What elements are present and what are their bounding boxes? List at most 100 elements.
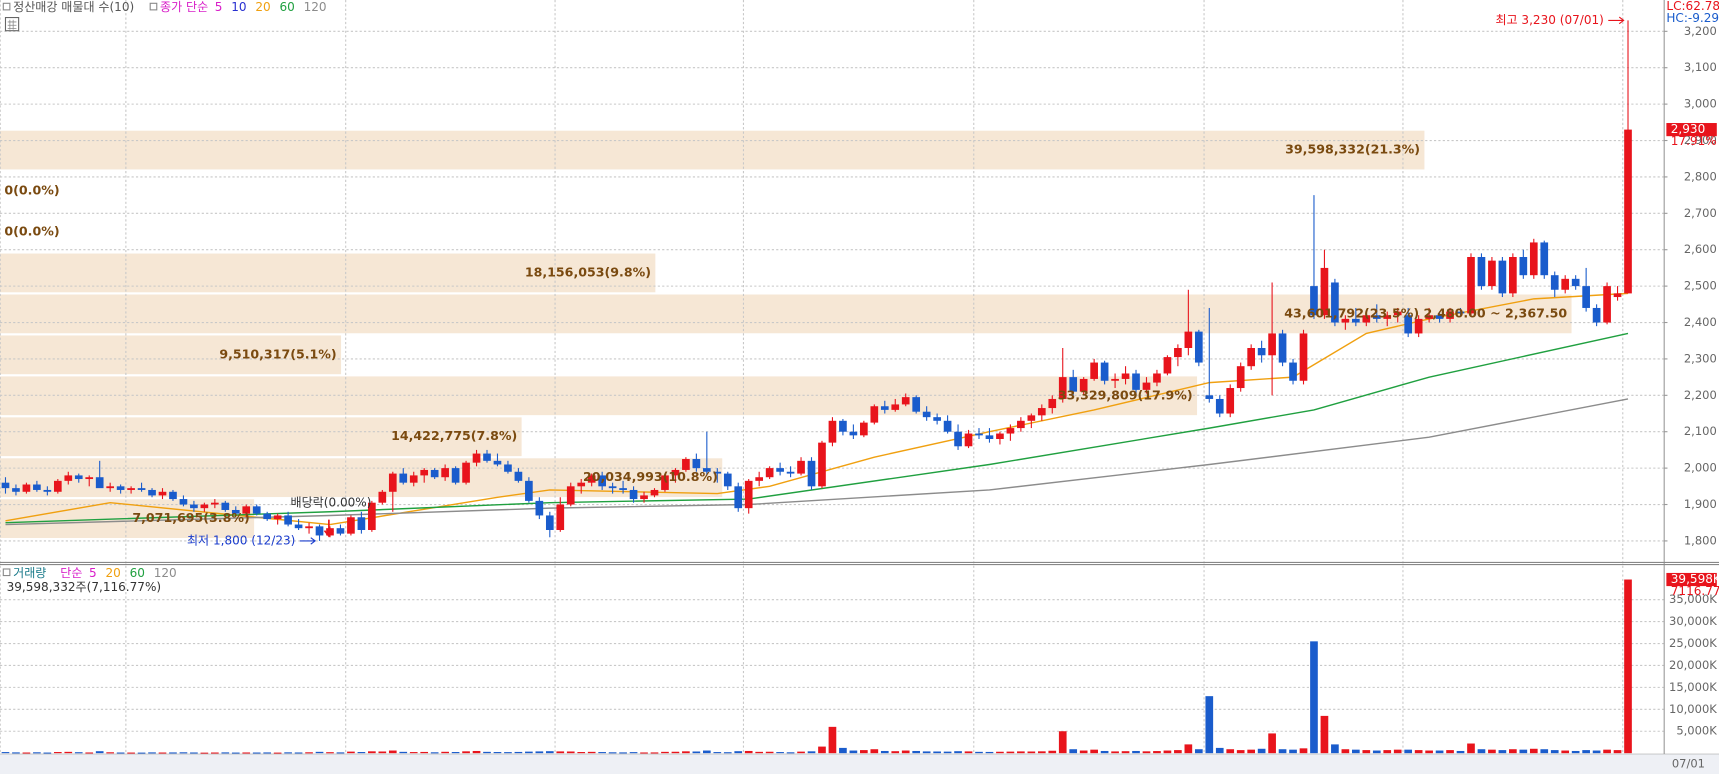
volume-bar xyxy=(1341,749,1350,754)
volume-ma-legend: 60 xyxy=(130,566,145,580)
candle-body xyxy=(922,411,931,418)
volume-bar xyxy=(273,752,282,754)
volume-bar xyxy=(388,750,397,754)
profile-label: 0(0.0%) xyxy=(4,223,59,238)
lc-label: LC:62.78 xyxy=(1666,0,1719,13)
candle-body xyxy=(263,513,272,520)
candle-body xyxy=(1289,362,1297,381)
volume-bar xyxy=(169,752,177,754)
volume-bar xyxy=(1372,750,1381,754)
y-tick-label: 2,200 xyxy=(1684,388,1717,402)
volume-bar xyxy=(912,750,921,754)
profile-legend: 정산매강 매물대 수(10) xyxy=(13,0,134,14)
candle-body xyxy=(1613,293,1622,298)
candle-body xyxy=(252,506,261,514)
volume-bar xyxy=(640,752,648,754)
ma-line xyxy=(5,332,1629,524)
volume-bar xyxy=(975,751,983,754)
volume-bar xyxy=(1414,750,1423,754)
candle-body xyxy=(1017,420,1025,429)
candle-body xyxy=(1310,286,1318,316)
volume-bar xyxy=(860,750,868,754)
candle-body xyxy=(1205,395,1214,399)
candle-body xyxy=(975,433,983,436)
candle-body xyxy=(388,473,397,492)
volume-bar xyxy=(127,752,135,754)
volume-bar xyxy=(1048,750,1057,754)
volume-bar xyxy=(12,752,20,754)
candle-body xyxy=(1069,377,1078,392)
hc-label: HC:-9.29 xyxy=(1666,11,1719,25)
volume-bar xyxy=(1236,750,1245,754)
candle-body xyxy=(284,515,292,525)
volume-bar xyxy=(43,752,52,754)
candle-body xyxy=(1111,378,1119,381)
candle-body xyxy=(1509,256,1517,294)
candle-body xyxy=(1624,129,1632,294)
candle-body xyxy=(1477,256,1486,287)
menu-icon[interactable] xyxy=(4,16,20,32)
candle-body xyxy=(1006,428,1015,434)
y-tick-label: 2,600 xyxy=(1684,242,1717,256)
candle-body xyxy=(577,482,586,487)
candle-body xyxy=(33,484,41,490)
volume-bar xyxy=(828,726,837,754)
candle-body xyxy=(849,431,858,436)
price-box xyxy=(1666,123,1717,137)
volume-bar xyxy=(1613,750,1622,754)
candle-body xyxy=(106,486,114,489)
volume-ma-legend: 20 xyxy=(105,566,120,580)
ma-legend: 20 xyxy=(255,0,270,14)
profile-band xyxy=(0,130,1425,170)
candle-body xyxy=(64,475,73,481)
candle-body xyxy=(1331,282,1339,323)
high-arrow xyxy=(1608,16,1625,25)
candle-body xyxy=(650,489,659,496)
volume-ma-title: 단순 xyxy=(60,566,82,580)
volume-bar xyxy=(1435,750,1444,754)
volume-bar xyxy=(315,751,324,754)
volume-bar xyxy=(870,749,879,754)
volume-bar xyxy=(1383,750,1392,754)
candle-body xyxy=(1519,256,1528,276)
volume-bar xyxy=(116,752,125,754)
volume-bar xyxy=(1509,749,1517,754)
high-note: 최고 3,230 (07/01) xyxy=(1495,13,1603,27)
volume-bar xyxy=(409,752,418,754)
volume-bar xyxy=(1425,750,1433,754)
volume-bar xyxy=(525,751,533,754)
volume-bar xyxy=(1247,749,1255,754)
volume-bar xyxy=(577,752,586,754)
volume-bar xyxy=(1090,749,1098,754)
candle-body xyxy=(95,477,104,489)
candle-body xyxy=(556,504,565,530)
volume-bar xyxy=(231,752,240,754)
volume-bar xyxy=(901,750,910,754)
ma-legend-title: 종가 단순 xyxy=(160,0,208,14)
dividend-note: 배당락(0.00%) xyxy=(291,496,372,510)
candle-body xyxy=(1498,260,1507,294)
y-tick-label: 2,500 xyxy=(1684,279,1717,293)
volume-bar xyxy=(1058,731,1067,754)
candle-body xyxy=(1592,307,1601,323)
volume-bar xyxy=(1446,750,1454,754)
volume-bar xyxy=(713,752,722,754)
candle-body xyxy=(1550,275,1559,290)
candle-body xyxy=(1372,315,1381,319)
volume-bar xyxy=(891,751,900,754)
candle-body xyxy=(535,500,544,516)
volume-bar xyxy=(1226,749,1235,754)
candle-body xyxy=(880,406,889,410)
candle-body xyxy=(74,475,83,480)
volume-bar xyxy=(1550,750,1559,754)
candle-body xyxy=(964,433,973,447)
candle-body xyxy=(1320,267,1329,316)
volume-bar xyxy=(587,751,596,754)
volume-bar xyxy=(682,751,690,754)
candle-body xyxy=(158,491,167,496)
candle-body xyxy=(1100,362,1109,381)
candle-body xyxy=(723,473,732,487)
candle-body xyxy=(1132,373,1140,390)
candle-body xyxy=(1529,242,1538,276)
volume-bar xyxy=(378,751,387,754)
